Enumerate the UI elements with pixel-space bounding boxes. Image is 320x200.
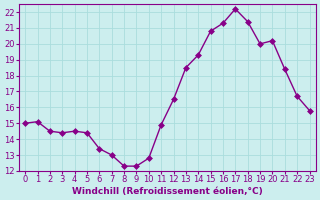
X-axis label: Windchill (Refroidissement éolien,°C): Windchill (Refroidissement éolien,°C) (72, 187, 263, 196)
